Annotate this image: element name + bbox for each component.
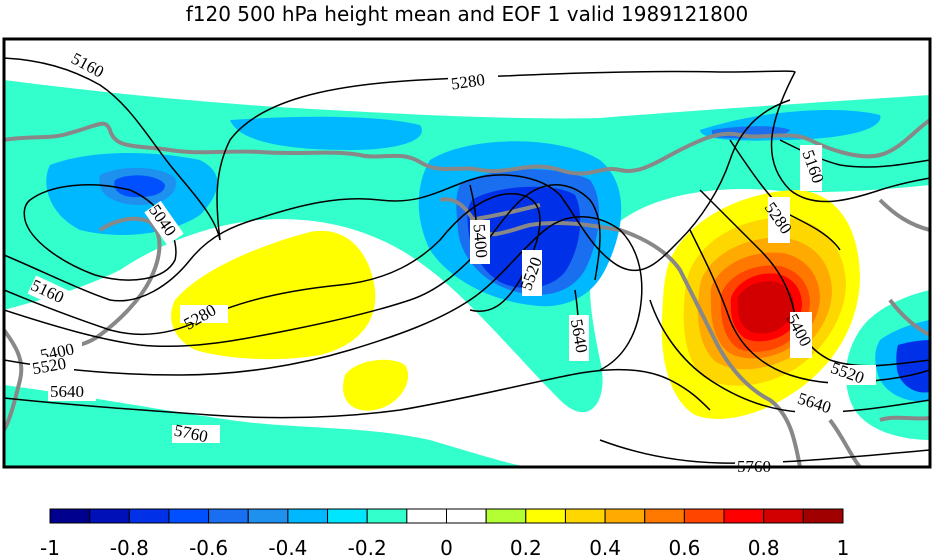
- contour-5040: [23, 184, 177, 281]
- contour-5160-west: [4, 57, 221, 241]
- colorbar-swatch: [485, 508, 527, 524]
- colorbar-tick-label: -1: [40, 536, 60, 558]
- negative-anomaly-darkblue-west: [114, 175, 165, 198]
- coastline-northeast: [878, 198, 930, 232]
- colorbar-swatch: [763, 508, 804, 524]
- contour-5520: [4, 184, 601, 348]
- colorbar-tick-label: 0.2: [510, 536, 542, 558]
- colorbar-swatch: [49, 508, 91, 524]
- contour-labels: 5160 5280 5040 5160 5400 5520 5640 5280 …: [27, 47, 876, 476]
- colorbar-tick-label: 0.4: [589, 536, 621, 558]
- colorbar-tick-label: 1: [837, 536, 850, 558]
- colorbar-swatch: [564, 508, 606, 524]
- negative-anomaly-band-southwest: [4, 385, 530, 467]
- colorbar-swatch: [525, 508, 566, 524]
- colorbar-tick-label: 0: [440, 536, 453, 558]
- colorbar: -1 -0.8 -0.6 -0.4 -0.2 0 0.2 0.4 0.6 0.8 1: [40, 508, 850, 558]
- negative-anomaly-blue-edge: [896, 340, 930, 393]
- colorbar-tick-label: -0.2: [348, 536, 387, 558]
- colorbar-swatch: [802, 508, 844, 524]
- contour-5760: [4, 368, 711, 419]
- colorbar-swatch: [287, 508, 329, 524]
- negative-anomaly-lightblue-north: [230, 116, 422, 150]
- colorbar-tick-label: 0.8: [748, 536, 780, 558]
- coastline-east-edge: [888, 298, 930, 337]
- contour-5520-east: [689, 229, 930, 385]
- positive-anomaly-yellow-south: [343, 359, 409, 411]
- colorbar-swatch: [446, 508, 487, 524]
- contour-5640: [4, 216, 643, 376]
- colorbar-swatch: [644, 508, 685, 524]
- colorbar-swatch: [327, 508, 368, 524]
- map-frame: [2, 37, 932, 469]
- colorbar-swatch: [89, 508, 130, 524]
- colorbar-swatch: [366, 508, 408, 524]
- colorbar-swatch: [406, 508, 448, 524]
- coastline-north: [4, 118, 930, 176]
- negative-anomaly-darkblue-center: [467, 186, 581, 288]
- coastline-east-south: [879, 415, 930, 422]
- colorbar-swatch: [168, 508, 210, 524]
- colorbar-tick-label: 0.6: [668, 536, 700, 558]
- contour-5160-mid: [4, 99, 791, 302]
- colorbar-swatch: [247, 508, 289, 524]
- colorbar-swatch: [723, 508, 765, 524]
- contour-5760-east: [599, 439, 930, 464]
- shaded-field: [4, 39, 930, 467]
- coastline-baja: [828, 418, 862, 467]
- colorbar-tick-label: -0.6: [189, 536, 228, 558]
- contour-5640-east: [649, 299, 930, 414]
- contour-label: 5280: [450, 70, 486, 94]
- colorbar-swatch: [683, 508, 725, 524]
- map-title: f120 500 hPa height mean and EOF 1 valid…: [185, 2, 749, 26]
- colorbar-tick-label: -0.8: [110, 536, 149, 558]
- colorbar-swatch: [604, 508, 646, 524]
- contour-5280-north: [216, 70, 930, 241]
- positive-anomaly-darkred-east: [737, 281, 794, 334]
- colorbar-swatch: [208, 508, 249, 524]
- contour-label: 5400: [469, 223, 491, 259]
- contour-5160-east: [779, 139, 930, 168]
- contour-label: 5640: [50, 382, 84, 401]
- colorbar-swatch: [128, 508, 170, 524]
- coastline-southwest: [4, 328, 24, 432]
- colorbar-tick-label: -0.4: [268, 536, 307, 558]
